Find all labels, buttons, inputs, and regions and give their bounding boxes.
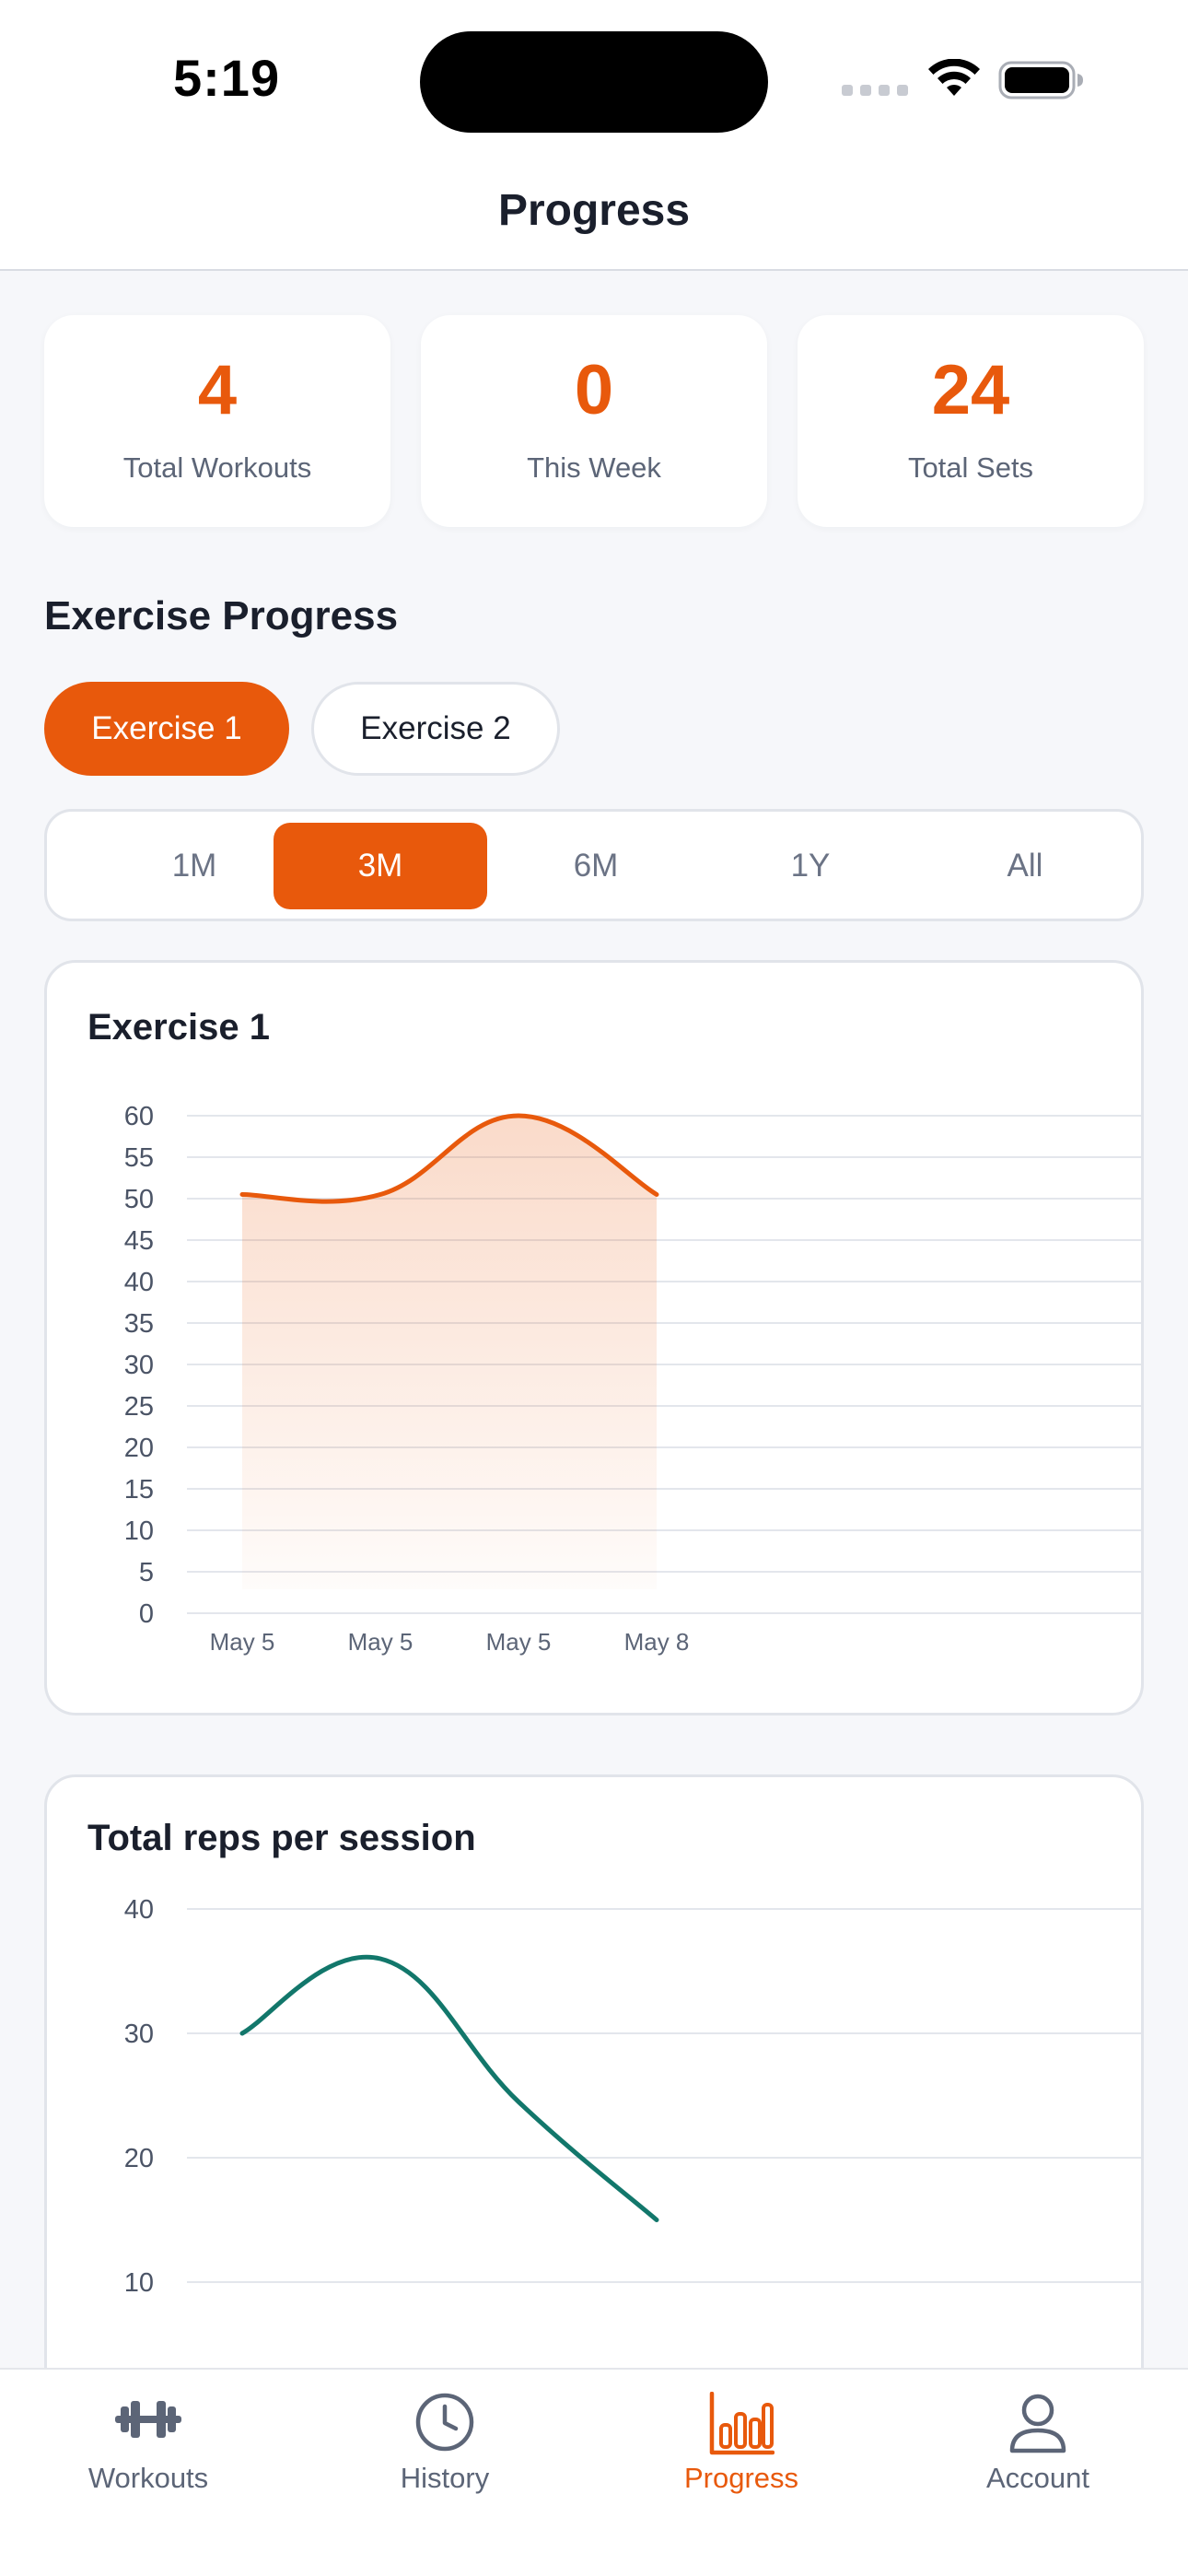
tab-workouts[interactable]: Workouts [0, 2370, 297, 2554]
tab-account[interactable]: Account [890, 2370, 1186, 2554]
bar-chart-icon [709, 2392, 775, 2455]
x-tick-label: May 5 [348, 1628, 413, 1656]
y-tick-label: 10 [124, 1516, 154, 1546]
x-tick-label: May 8 [624, 1628, 690, 1656]
y-tick-label: 20 [124, 1434, 154, 1463]
dynamic-island [420, 31, 768, 133]
stat-value: 0 [574, 351, 614, 429]
page-title: Progress [497, 185, 691, 235]
y-tick-label: 30 [124, 1351, 154, 1380]
y-tick-label: 15 [124, 1475, 154, 1505]
time-range-selector: 1M 3M 6M 1Y All [44, 809, 1144, 921]
stat-card-total-sets: 24 Total Sets [798, 315, 1144, 527]
status-indicators [842, 57, 1090, 103]
x-tick-label: May 5 [486, 1628, 552, 1656]
status-bar: 5:19 [0, 0, 1188, 157]
tab-label: History [400, 2462, 490, 2494]
clock-icon [415, 2393, 474, 2452]
y-tick-label: 0 [139, 1599, 154, 1629]
y-tick-label: 55 [124, 1143, 154, 1173]
chart-title: Exercise 1 [87, 1007, 270, 1048]
y-tick-label: 45 [124, 1226, 154, 1256]
tab-history[interactable]: History [297, 2370, 593, 2554]
range-1m[interactable]: 1M [171, 848, 217, 884]
y-tick-label: 35 [124, 1309, 154, 1339]
y-tick-label: 30 [124, 2020, 154, 2049]
reps-line-chart: 40 30 20 10 [124, 1895, 1141, 2298]
range-all[interactable]: All [1007, 848, 1043, 884]
tab-label: Progress [683, 2462, 799, 2494]
stat-label: Total Workouts [122, 451, 312, 484]
section-title: Exercise Progress [44, 593, 399, 638]
stat-label: This Week [527, 451, 661, 484]
nav-header: Progress [0, 157, 1188, 271]
exercise-chip-2[interactable]: Exercise 2 [311, 682, 560, 776]
exercise-chart-card: Exercise 1 60 55 50 45 40 35 30 25 20 15 10 5 0 May 5… [44, 960, 1144, 1715]
tab-bar: Workouts History Progress Acc [0, 2368, 1188, 2576]
chart-title: Total reps per session [87, 1818, 476, 1858]
y-tick-label: 10 [124, 2268, 154, 2298]
series-area [242, 1116, 657, 1589]
x-tick-label: May 5 [210, 1628, 275, 1656]
series-line [239, 1954, 659, 2222]
exercise-chip-1[interactable]: Exercise 1 [44, 682, 289, 776]
y-tick-label: 5 [139, 1558, 154, 1587]
battery-icon [998, 61, 1083, 100]
tab-progress[interactable]: Progress [593, 2370, 890, 2554]
stats-row: 4 Total Workouts 0 This Week 24 Total Se… [44, 315, 1144, 527]
stat-label: Total Sets [907, 451, 1034, 484]
stat-card-this-week: 0 This Week [421, 315, 767, 527]
y-tick-label: 20 [124, 2144, 154, 2173]
tab-label: Workouts [87, 2462, 209, 2494]
range-6m[interactable]: 6M [573, 848, 619, 884]
stat-value: 24 [931, 351, 1010, 429]
dumbbell-icon [115, 2401, 181, 2438]
status-time: 5:19 [173, 49, 281, 107]
series-line [239, 1113, 659, 1204]
y-tick-label: 40 [124, 1895, 154, 1925]
y-tick-label: 25 [124, 1392, 154, 1422]
stat-value: 4 [197, 351, 238, 429]
cellular-signal-icon [842, 85, 908, 96]
tab-label: Account [985, 2462, 1089, 2494]
y-tick-label: 40 [124, 1268, 154, 1297]
range-3m[interactable]: 3M [274, 823, 487, 909]
user-icon [1009, 2394, 1066, 2453]
wifi-icon [928, 59, 980, 96]
y-tick-label: 60 [124, 1102, 154, 1131]
range-1y[interactable]: 1Y [790, 848, 831, 884]
stat-card-total-workouts: 4 Total Workouts [44, 315, 390, 527]
y-tick-label: 50 [124, 1185, 154, 1214]
